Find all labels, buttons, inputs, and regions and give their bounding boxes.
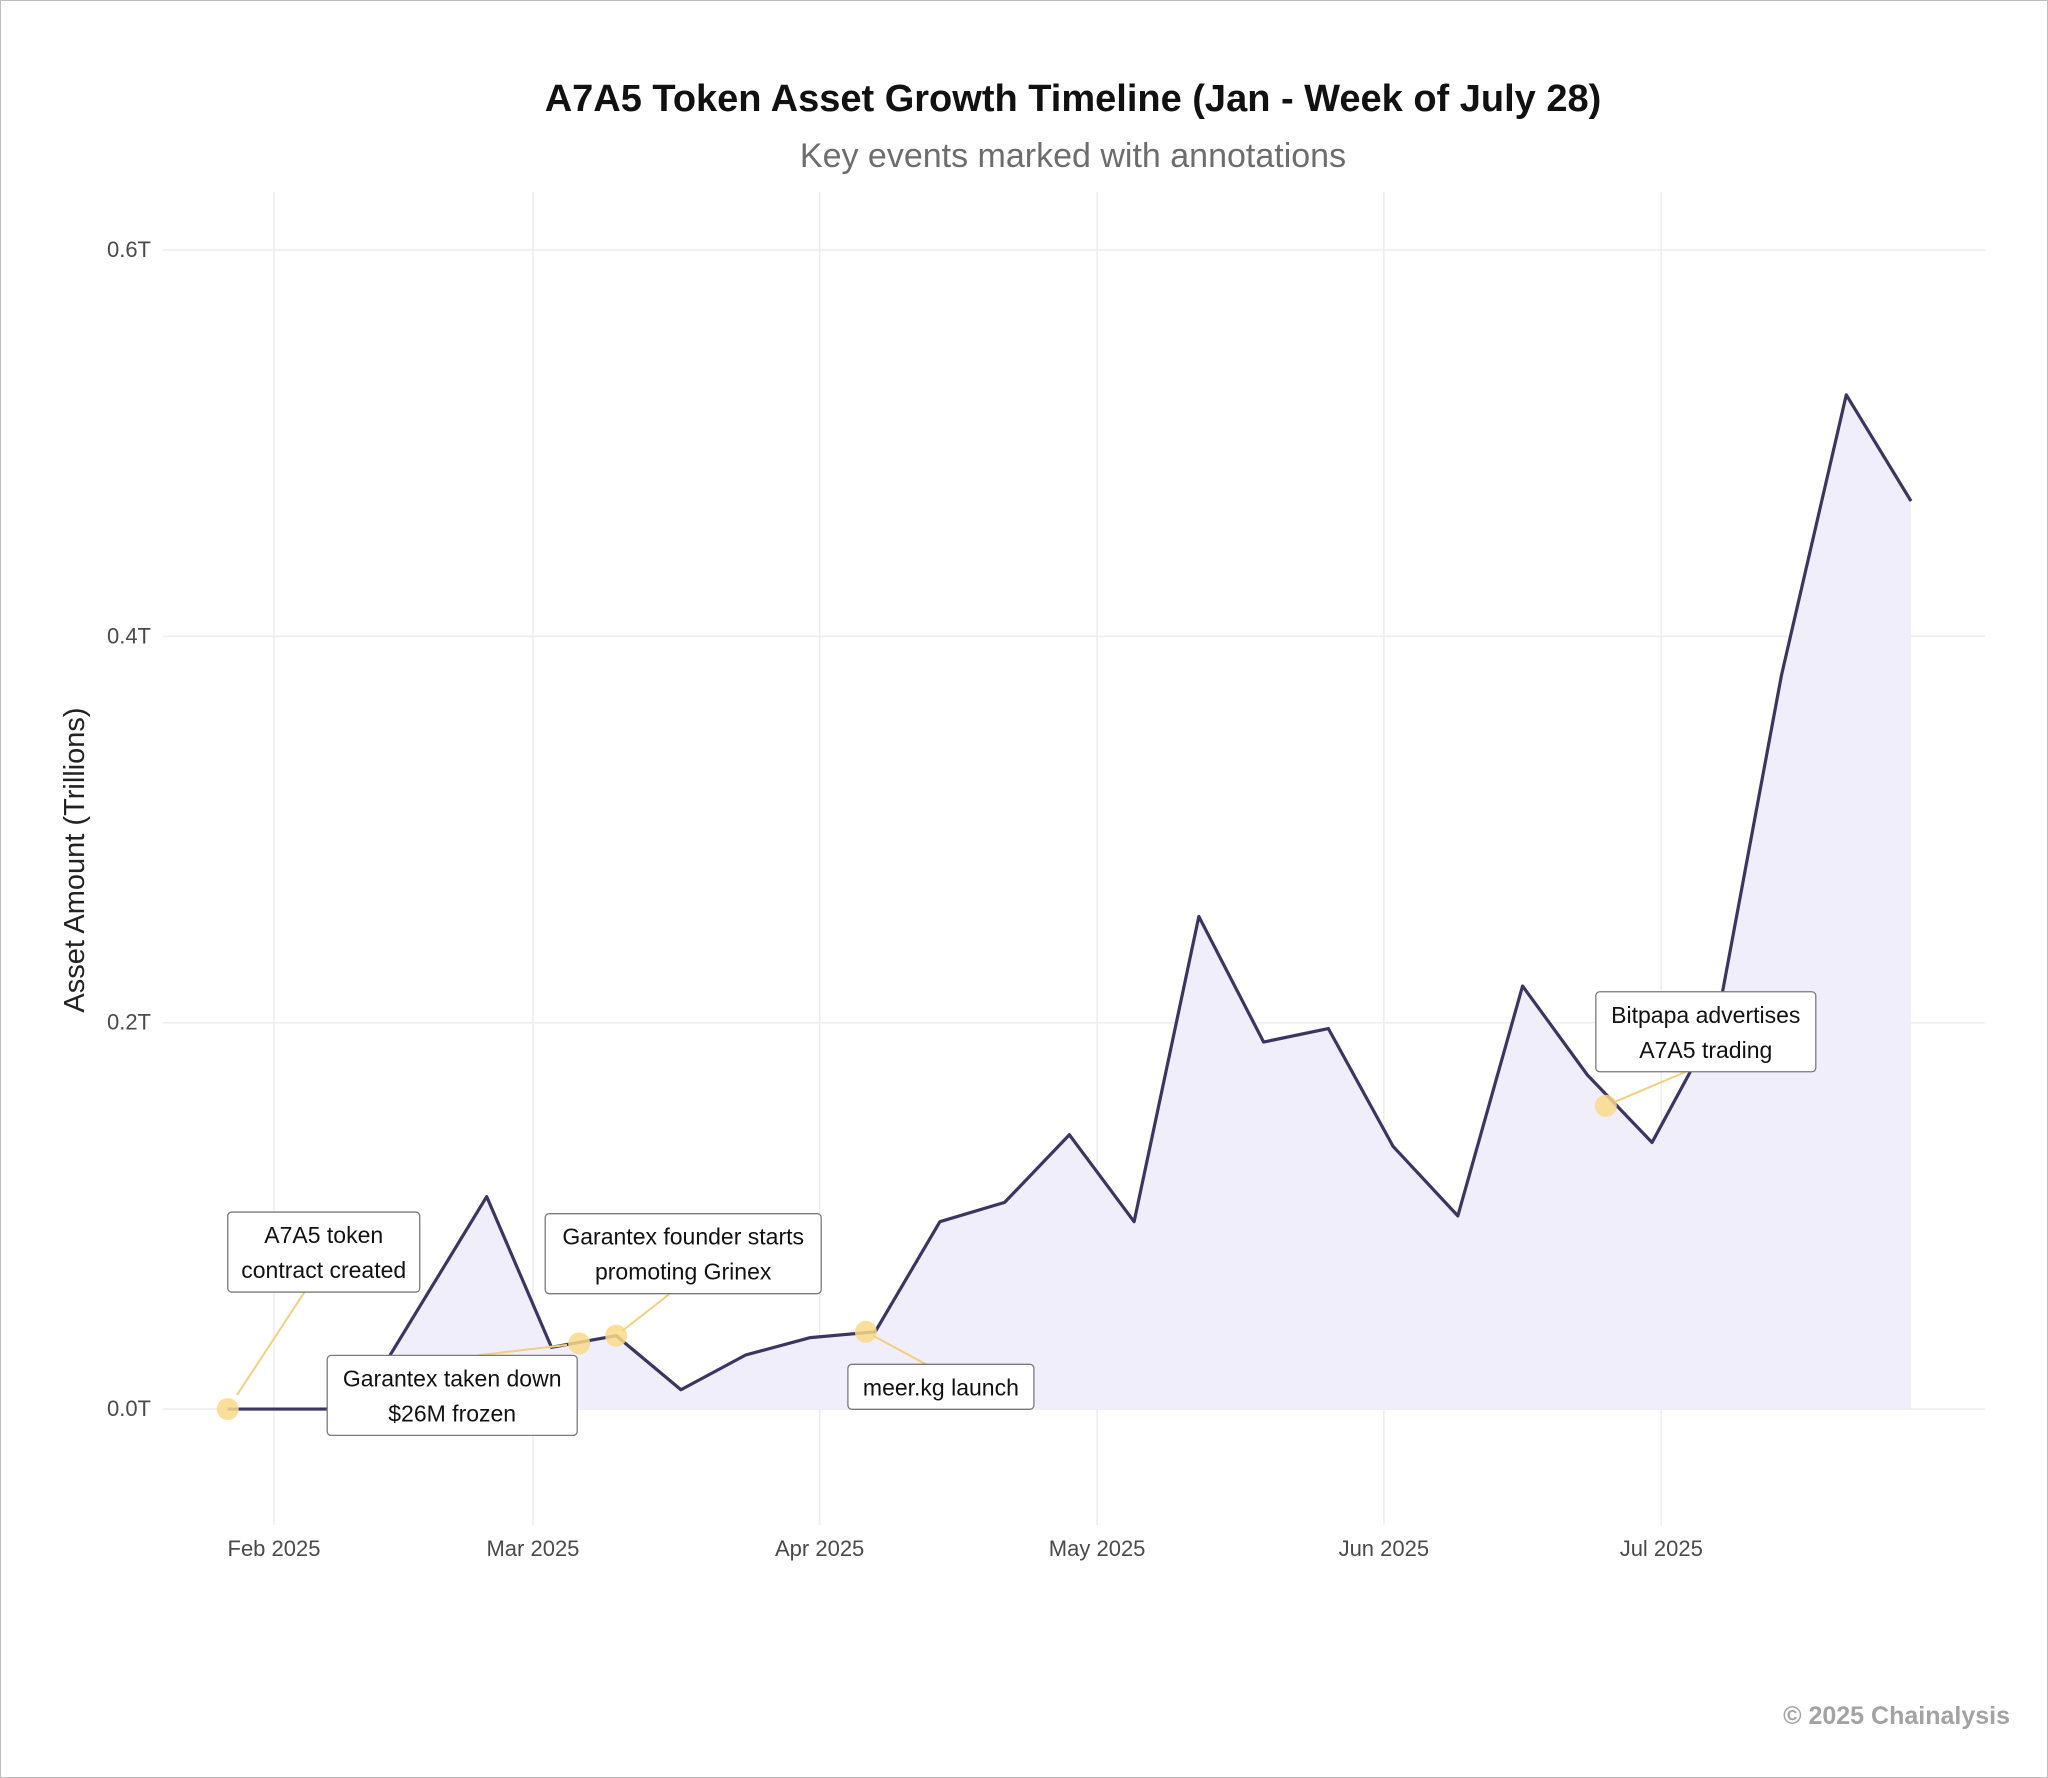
annotation-box (1595, 991, 1817, 1073)
line-layer (227, 393, 1913, 1411)
annotation-label: A7A5 token (264, 1222, 383, 1248)
axis-layer: 0.0T 0.2T 0.4T 0.6T Feb 2025 Mar 2025 Apr 2025… (107, 237, 1703, 1561)
annotation-arrow (622, 1292, 671, 1332)
annotation-arrow (236, 1291, 306, 1396)
annotation-arrow (1615, 1070, 1687, 1103)
chart-title: A7A5 Token Asset Growth Timeline (Jan - … (544, 78, 1602, 120)
series-line (227, 393, 1913, 1411)
x-tick-label: May 2025 (1049, 1536, 1146, 1561)
event-marker (1594, 1094, 1617, 1117)
annotation-layer: A7A5 token contract created Garantex taken… (227, 991, 1817, 1437)
annotation-box (227, 1211, 421, 1293)
event-marker (605, 1324, 628, 1347)
area-layer (227, 394, 1912, 1410)
annotation-label: Garantex founder starts (562, 1224, 804, 1250)
annotation-label: meer.kg launch (863, 1374, 1019, 1400)
annotation-box (326, 1354, 578, 1437)
x-tick-label: Apr 2025 (775, 1536, 864, 1561)
annotation-label: Bitpapa advertises (1611, 1002, 1800, 1028)
event-marker (854, 1320, 877, 1343)
annotation-arrow (872, 1334, 927, 1366)
x-tick-label: Feb 2025 (228, 1536, 321, 1561)
marker-layer (216, 1094, 1617, 1421)
annotation-arrow (477, 1343, 568, 1357)
y-tick-label: 0.2T (107, 1010, 151, 1035)
event-marker (568, 1332, 591, 1355)
y-tick-label: 0.6T (107, 237, 151, 262)
x-tick-label: Mar 2025 (486, 1536, 579, 1561)
x-tick-label: Jul 2025 (1620, 1536, 1703, 1561)
event-marker (216, 1398, 239, 1421)
series-area (227, 394, 1912, 1410)
y-axis-label: Asset Amount (Trillions) (59, 707, 91, 1012)
annotation-label: A7A5 trading (1639, 1037, 1772, 1063)
annotation-label: $26M frozen (388, 1400, 516, 1426)
x-tick-label: Jun 2025 (1339, 1536, 1430, 1561)
annotation-label: contract created (241, 1257, 406, 1283)
annotation-box (847, 1363, 1035, 1410)
copyright: © 2025 Chainalysis (1783, 1702, 2010, 1730)
y-tick-label: 0.0T (107, 1396, 151, 1421)
annotation-box (544, 1213, 822, 1295)
annotation-label: Garantex taken down (343, 1365, 562, 1391)
y-tick-label: 0.4T (107, 623, 151, 648)
chart-subtitle: Key events marked with annotations (799, 137, 1347, 175)
annotation-label: promoting Grinex (595, 1259, 772, 1285)
